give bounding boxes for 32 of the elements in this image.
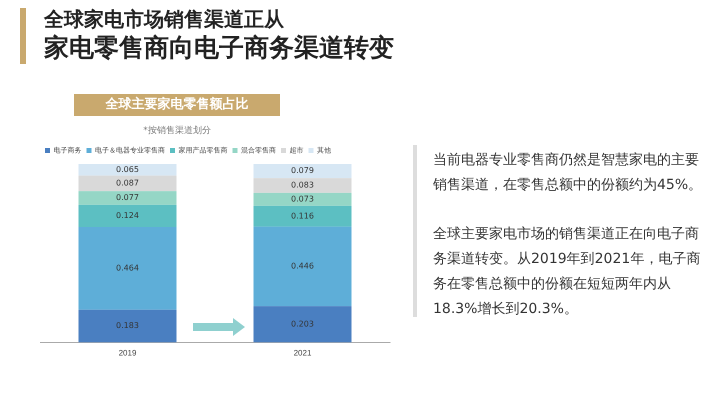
data-label: 0.079 xyxy=(291,166,314,176)
bar xyxy=(78,191,176,205)
bar xyxy=(254,226,352,306)
data-label: 0.203 xyxy=(291,319,314,328)
bar xyxy=(254,164,352,178)
bar xyxy=(254,206,352,227)
x-tick-label: 2019 xyxy=(118,348,137,358)
data-label: 0.116 xyxy=(291,211,314,220)
data-label: 0.077 xyxy=(116,193,139,202)
data-label: 0.183 xyxy=(116,321,139,330)
data-label: 0.073 xyxy=(291,194,314,204)
data-label: 0.083 xyxy=(291,180,314,190)
text: 当前电器专业零售商仍然是智慧家电的主要销售渠道，在零售总额中的份额约为45%。 xyxy=(433,151,703,195)
data-label: 0.065 xyxy=(116,164,139,174)
bar xyxy=(78,204,176,227)
bar xyxy=(78,310,176,342)
text: 家电零售商向电子商务渠道转变 xyxy=(44,32,394,64)
bar xyxy=(254,178,352,193)
bar xyxy=(254,306,352,342)
data-label: 0.464 xyxy=(116,263,139,272)
bar xyxy=(78,164,176,176)
data-label: 0.446 xyxy=(291,261,314,270)
bar xyxy=(78,176,176,192)
bar xyxy=(78,226,176,310)
text: 全球主要家电市场的销售渠道正在向电子商务渠道转变。从2019年到2021年，电子商务在零售总额中的份额在短短两年内从18.3%增长到20.3%。 xyxy=(433,225,702,319)
chart-subtitle: 全球主要家电零售额占比 xyxy=(74,94,280,116)
data-label: 0.124 xyxy=(116,210,139,220)
bar xyxy=(254,192,352,206)
x-tick-label: 2021 xyxy=(294,348,312,358)
data-label: 0.087 xyxy=(116,178,139,188)
text: *按销售渠道划分 xyxy=(142,124,212,137)
chart-title: 全球家电市场销售渠道正从 xyxy=(44,6,284,32)
